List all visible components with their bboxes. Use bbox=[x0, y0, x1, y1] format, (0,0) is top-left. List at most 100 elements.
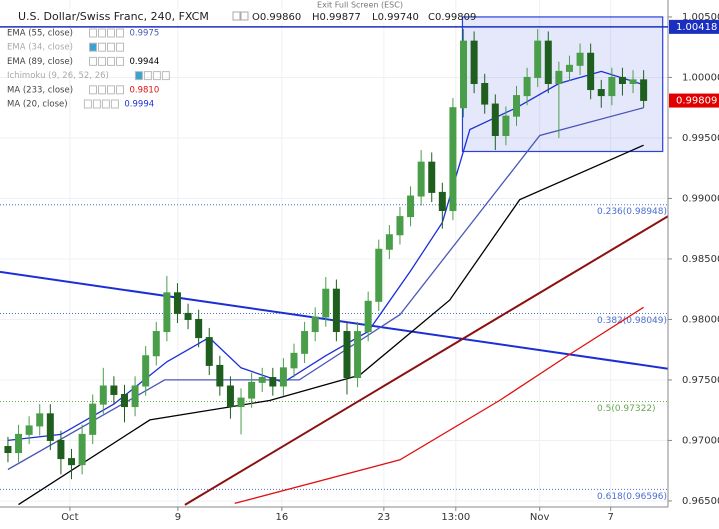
legend-icon[interactable] bbox=[107, 42, 115, 52]
legend-icon[interactable] bbox=[116, 56, 124, 66]
trendline bbox=[184, 215, 668, 506]
price-tag-label: 1.00418 bbox=[676, 22, 717, 33]
legend-icon[interactable] bbox=[89, 56, 97, 66]
candle-body bbox=[226, 385, 234, 408]
candle-body bbox=[290, 352, 298, 369]
legend-icon[interactable] bbox=[98, 42, 106, 52]
legend-icon[interactable] bbox=[107, 56, 115, 66]
x-tick-label: 13:00 bbox=[441, 512, 470, 523]
candle-body bbox=[68, 458, 76, 466]
candle-body bbox=[555, 70, 563, 84]
candle-body bbox=[99, 385, 107, 405]
candle-body bbox=[152, 331, 160, 357]
candle-body bbox=[512, 95, 520, 117]
legend-icon[interactable] bbox=[92, 99, 101, 109]
candle-body bbox=[364, 300, 372, 333]
candle-body bbox=[502, 115, 510, 137]
candle-body bbox=[428, 161, 436, 193]
legend-name: EMA (34, close) bbox=[7, 43, 73, 53]
legend-icon[interactable] bbox=[98, 85, 106, 95]
price-tag bbox=[669, 19, 719, 34]
legend-value: 0.9975 bbox=[130, 29, 160, 39]
y-tick-label: 0.96500 bbox=[682, 496, 719, 507]
legend-icon[interactable] bbox=[110, 99, 119, 109]
candle-body bbox=[36, 413, 44, 427]
candle-body bbox=[89, 403, 97, 435]
legend-icon bbox=[232, 11, 241, 21]
candle-body bbox=[216, 364, 224, 387]
chart-title: U.S. Dollar/Swiss Franc, 240, FXCM bbox=[18, 10, 209, 23]
candle-body bbox=[301, 331, 309, 354]
legend-icon[interactable] bbox=[83, 99, 92, 109]
candle-body bbox=[131, 385, 139, 408]
plot: 0.236(0.98948) 0.382(0.98049) 0.5(0.97322)… bbox=[0, 0, 668, 507]
legend-value: 0.9944 bbox=[130, 57, 160, 67]
candle-body bbox=[385, 234, 393, 250]
candle-body bbox=[237, 397, 245, 408]
candle-body bbox=[534, 40, 542, 78]
candle-body bbox=[57, 439, 65, 460]
candle-body bbox=[15, 433, 23, 454]
legend-icon[interactable] bbox=[134, 71, 143, 81]
fib-label: 0.618(0.96596) bbox=[597, 492, 667, 502]
x-tick-label: Oct bbox=[61, 512, 78, 523]
legend-bg bbox=[0, 9, 460, 23]
candle-body bbox=[629, 79, 637, 84]
candle-body bbox=[195, 318, 203, 339]
candle-body bbox=[248, 381, 256, 399]
candle-body bbox=[587, 52, 595, 91]
legend-icon[interactable] bbox=[107, 85, 115, 95]
candle-body bbox=[523, 76, 531, 97]
x-tick-label: 23 bbox=[377, 512, 390, 523]
legend-icon[interactable] bbox=[107, 28, 115, 38]
candle-body bbox=[417, 161, 425, 197]
legend-name: MA (233, close) bbox=[7, 85, 73, 95]
legend-icon[interactable] bbox=[116, 85, 124, 95]
candle-body bbox=[205, 337, 213, 366]
legend-icon[interactable] bbox=[98, 28, 106, 38]
candle-body bbox=[279, 367, 287, 387]
candle-body bbox=[640, 79, 648, 101]
candle-body bbox=[184, 312, 192, 320]
ohlc-value: C0.99809 bbox=[428, 12, 476, 23]
candle-body bbox=[608, 76, 616, 97]
x-tick-label: 16 bbox=[275, 512, 288, 523]
legend-icon[interactable] bbox=[161, 71, 170, 81]
legend-icon[interactable] bbox=[143, 71, 152, 81]
candle-body bbox=[4, 445, 12, 454]
ohlc-value: H0.99877 bbox=[312, 12, 361, 23]
legend-icon[interactable] bbox=[152, 71, 161, 81]
candle-body bbox=[576, 52, 584, 66]
candle-body bbox=[311, 316, 319, 333]
candle-body bbox=[46, 413, 54, 441]
legend-icon[interactable] bbox=[89, 85, 97, 95]
legend-icon[interactable] bbox=[98, 56, 106, 66]
candle-body bbox=[332, 288, 340, 333]
legend-icon[interactable] bbox=[89, 28, 97, 38]
candle-body bbox=[544, 40, 552, 84]
legend-icon[interactable] bbox=[116, 28, 124, 38]
legend-icon[interactable] bbox=[116, 42, 124, 52]
fib-label: 0.5(0.97322) bbox=[597, 404, 656, 414]
candle-body bbox=[269, 377, 277, 387]
candle-body bbox=[354, 331, 362, 379]
legend-icon[interactable] bbox=[101, 99, 110, 109]
candle-body bbox=[597, 89, 605, 97]
candle-body bbox=[438, 191, 446, 212]
ohlc-value: O0.99860 bbox=[252, 12, 301, 23]
x-tick-label: 7 bbox=[607, 512, 613, 523]
legend-value: 0.9994 bbox=[124, 100, 154, 110]
fullscreen-hint[interactable]: Exit Full Screen (ESC) bbox=[317, 1, 403, 10]
candle-body bbox=[173, 292, 181, 314]
legend-icon bbox=[240, 11, 249, 21]
candle-body bbox=[375, 248, 383, 302]
ohlc-value: L0.99740 bbox=[372, 12, 419, 23]
legend-icon[interactable] bbox=[89, 42, 97, 52]
candle-body bbox=[565, 64, 573, 72]
price-tag-label: 0.99809 bbox=[676, 96, 717, 107]
